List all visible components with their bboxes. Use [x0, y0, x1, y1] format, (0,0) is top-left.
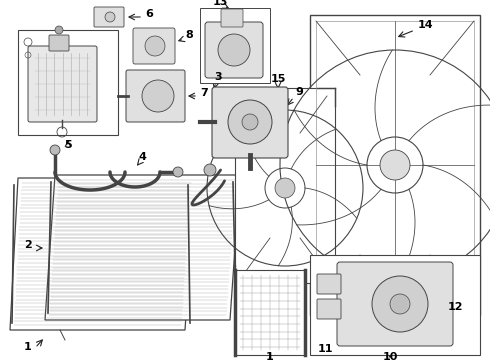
FancyBboxPatch shape [212, 87, 288, 158]
Text: 10: 10 [382, 352, 398, 360]
FancyBboxPatch shape [94, 7, 124, 27]
Text: 2: 2 [24, 240, 32, 250]
Polygon shape [10, 178, 195, 330]
FancyBboxPatch shape [205, 22, 263, 78]
FancyBboxPatch shape [310, 255, 480, 355]
FancyBboxPatch shape [133, 28, 175, 64]
Circle shape [372, 276, 428, 332]
Text: 6: 6 [145, 9, 153, 19]
Text: 11: 11 [317, 344, 333, 354]
FancyBboxPatch shape [200, 8, 270, 83]
Circle shape [390, 294, 410, 314]
FancyBboxPatch shape [221, 9, 243, 27]
Text: 1: 1 [266, 352, 274, 360]
Text: 8: 8 [185, 30, 193, 40]
Circle shape [142, 80, 174, 112]
FancyBboxPatch shape [235, 270, 305, 355]
FancyBboxPatch shape [126, 70, 185, 122]
Circle shape [105, 12, 115, 22]
Text: 1: 1 [24, 342, 32, 352]
Text: 13: 13 [212, 0, 228, 7]
Circle shape [145, 36, 165, 56]
FancyBboxPatch shape [337, 262, 453, 346]
FancyBboxPatch shape [317, 274, 341, 294]
FancyBboxPatch shape [49, 35, 69, 51]
Text: 14: 14 [418, 20, 434, 30]
FancyBboxPatch shape [310, 15, 480, 315]
FancyBboxPatch shape [28, 46, 97, 122]
Text: 15: 15 [270, 74, 286, 84]
FancyBboxPatch shape [317, 299, 341, 319]
FancyBboxPatch shape [18, 30, 118, 135]
Circle shape [204, 164, 216, 176]
Circle shape [55, 26, 63, 34]
Circle shape [242, 114, 258, 130]
Text: 3: 3 [214, 72, 222, 82]
Circle shape [218, 34, 250, 66]
Circle shape [228, 100, 272, 144]
Polygon shape [45, 175, 240, 320]
Circle shape [275, 178, 295, 198]
Circle shape [380, 150, 410, 180]
Text: 9: 9 [295, 87, 303, 97]
FancyBboxPatch shape [235, 88, 335, 283]
Text: 4: 4 [138, 152, 146, 162]
Text: 12: 12 [448, 302, 464, 312]
Text: 5: 5 [64, 140, 72, 150]
Text: 7: 7 [200, 88, 208, 98]
Circle shape [50, 145, 60, 155]
Circle shape [173, 167, 183, 177]
